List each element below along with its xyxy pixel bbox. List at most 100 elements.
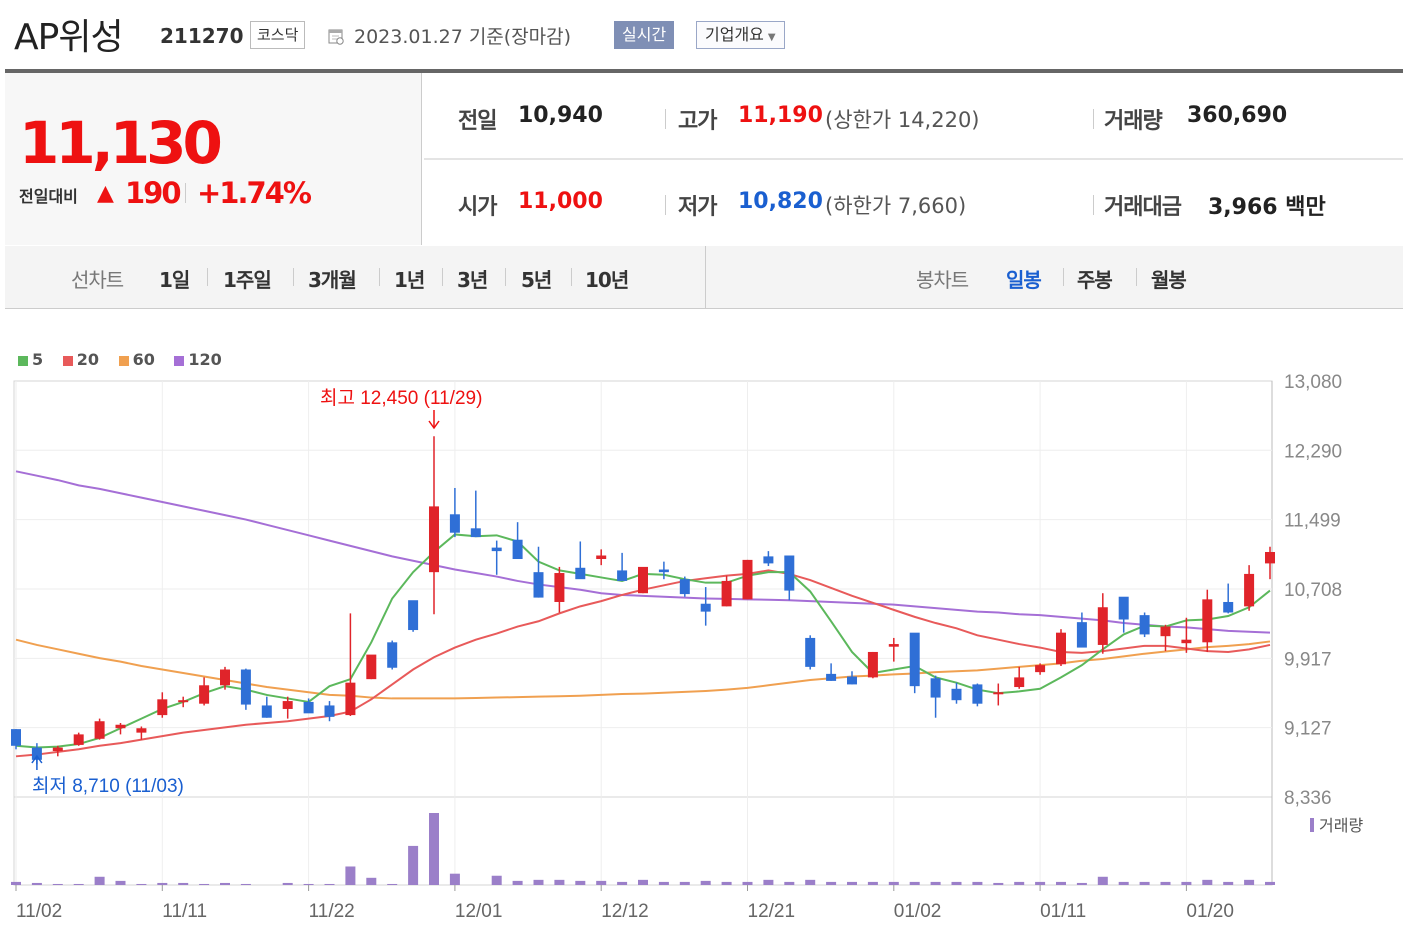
volume-bar (199, 883, 210, 885)
candle-monthly-button[interactable]: 월봉 (1151, 268, 1187, 292)
candle-body (11, 729, 21, 746)
candle-body (1160, 626, 1171, 637)
volume-plot-area (13, 796, 1273, 886)
volume-bar (240, 883, 251, 885)
candle-body (512, 539, 523, 560)
stock-header: AP위성 211270 코스닥 2023.01.27 기준(장마감) 실시간 기… (0, 0, 1403, 70)
period-3m-button[interactable]: 3개월 (308, 268, 357, 292)
candle-body (763, 556, 774, 564)
change-divider (185, 183, 186, 203)
volume-bar (1139, 881, 1150, 885)
price-panel: 11,130 전일대비 ▲ 190 +1.74% (5, 73, 422, 246)
volume-bar (679, 881, 690, 885)
high-arrow-head-icon (428, 420, 440, 430)
volume-bar (1118, 881, 1129, 885)
period-divider (379, 268, 380, 286)
low-annotation: 최저 8,710 (11/03) (32, 775, 184, 797)
high-annotation: 최고 12,450 (11/29) (320, 387, 482, 409)
open-value: 11,000 (518, 189, 603, 214)
volume-bar (1056, 881, 1066, 885)
volume-bar (491, 875, 502, 885)
y-tick-label: 10,708 (1284, 580, 1342, 601)
y-tick-label: 11,499 (1284, 511, 1341, 532)
candle-body (240, 669, 251, 705)
x-tick-label: 11/11 (162, 901, 207, 922)
volume-bar (805, 879, 816, 885)
volume-bar (658, 881, 669, 885)
up-arrow-icon: ▲ (97, 181, 114, 206)
chevron-down-icon: ▼ (767, 32, 776, 43)
info-divider (665, 195, 666, 215)
period-divider (293, 268, 294, 286)
volume-bar (826, 881, 837, 885)
x-tick-label: 12/12 (601, 901, 649, 922)
candle-body (1056, 632, 1066, 665)
volume-bar (554, 879, 565, 885)
y-tick-label: 9,917 (1284, 649, 1332, 670)
volume-bar (11, 881, 21, 885)
volume-bar (1202, 879, 1213, 885)
candle-body (575, 567, 586, 580)
candle-body (951, 688, 962, 701)
y-tick-label: 9,127 (1284, 719, 1332, 740)
stock-chart: 5 20 60 120 13,080 12,290 11,499 10,708 9,91… (0, 330, 1403, 933)
period-1w-button[interactable]: 1주일 (223, 268, 272, 292)
amount-label: 거래대금 (1104, 195, 1182, 220)
realtime-button[interactable]: 실시간 (614, 21, 675, 49)
info-divider (1093, 109, 1094, 129)
volume-bar (1014, 881, 1025, 885)
upper-limit: (상한가 14,220) (825, 108, 980, 132)
open-label: 시가 (458, 195, 497, 220)
amount-value: 3,966 백만 (1208, 195, 1326, 220)
legend-ma60: 60 (118, 350, 155, 369)
candle-body (658, 569, 669, 573)
volume-bar (1244, 879, 1255, 885)
volume-bar (930, 881, 941, 885)
candle-body (533, 572, 544, 598)
volume-bar (972, 881, 983, 885)
volume-bar (1097, 876, 1108, 885)
period-1y-button[interactable]: 1년 (394, 268, 425, 292)
candle-body (345, 682, 356, 716)
info-divider (665, 109, 666, 129)
high-value: 11,190 (738, 103, 823, 128)
candle-weekly-button[interactable]: 주봉 (1077, 268, 1113, 292)
period-1d-button[interactable]: 1일 (159, 268, 190, 292)
candle-body (1223, 601, 1234, 613)
volume-bar (73, 883, 84, 885)
candle-body (1139, 615, 1150, 635)
candle-body (1202, 599, 1213, 643)
volume-bar (408, 845, 419, 885)
candle-body (721, 580, 732, 607)
candle-body (470, 528, 481, 538)
volume-bar (1181, 881, 1192, 885)
candle-body (847, 676, 857, 685)
candle-daily-button[interactable]: 일봉 (1006, 268, 1042, 292)
x-tick-label: 12/01 (455, 901, 503, 922)
volume-bar (1160, 881, 1171, 885)
volume-bar (847, 881, 857, 885)
period-5y-button[interactable]: 5년 (521, 268, 552, 292)
volume-bar (136, 883, 147, 885)
volume-bar (596, 880, 607, 885)
company-overview-button[interactable]: 기업개요 ▼ (696, 21, 785, 49)
period-3y-button[interactable]: 3년 (457, 268, 488, 292)
candle-body (52, 747, 63, 752)
x-tick-label: 01/20 (1186, 901, 1234, 922)
period-10y-button[interactable]: 10년 (585, 268, 629, 292)
candle-body (31, 747, 42, 760)
candle-body (826, 673, 837, 681)
candle-body (700, 603, 711, 612)
candle-body (282, 701, 293, 709)
header-divider (5, 69, 1403, 73)
change-value: 190 (125, 176, 182, 210)
volume-bar (617, 881, 628, 885)
candle-chart-label: 봉차트 (916, 268, 969, 292)
candle-body (115, 724, 126, 729)
candle-body (449, 514, 460, 533)
candle-body (220, 669, 230, 686)
candle-body (805, 637, 816, 667)
chart-legend: 5 20 60 120 (18, 350, 236, 369)
candle-body (1014, 677, 1025, 688)
volume-bar (888, 881, 899, 885)
